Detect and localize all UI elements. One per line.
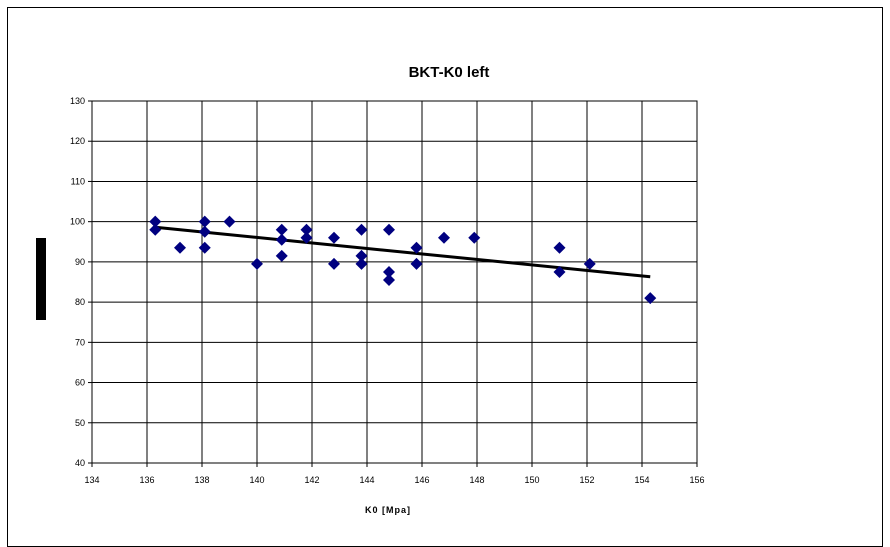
data-point-diamond: [355, 223, 368, 236]
data-point-diamond: [468, 231, 481, 244]
x-tick-label: 154: [634, 475, 649, 485]
x-tick-label: 150: [524, 475, 539, 485]
data-point-diamond: [553, 265, 566, 278]
data-point-diamond: [355, 257, 368, 270]
data-point-diamond: [328, 257, 340, 270]
data-point-diamond: [328, 231, 340, 244]
gridlines: [92, 101, 697, 463]
y-axis-title-block: [36, 238, 46, 320]
trendline-path: [155, 225, 651, 279]
data-point-diamond: [300, 231, 313, 244]
data-point-diamond: [198, 215, 211, 228]
trendline: [155, 225, 651, 279]
chart-area: 40 50 60 70 80 90 100 110 120 130 134 136 138 140 142…: [7, 7, 883, 547]
plot-area: [91, 100, 698, 464]
data-point-diamond: [355, 249, 368, 262]
y-tick-label: 50: [75, 418, 85, 428]
y-tick-label: 80: [75, 297, 85, 307]
data-point-diamond: [383, 273, 395, 286]
data-point-diamond: [410, 257, 423, 270]
y-tick-label: 60: [75, 378, 85, 388]
x-tick-label: 142: [304, 475, 319, 485]
data-point-diamond: [251, 257, 263, 270]
data-point-diamond: [198, 241, 211, 254]
data-point-diamond: [174, 241, 186, 254]
data-points: [149, 215, 657, 305]
x-tick-label: 148: [469, 475, 484, 485]
data-point-diamond: [223, 215, 236, 228]
y-tick-label: 90: [75, 257, 85, 267]
y-tick-label: 130: [70, 96, 85, 106]
x-axis-ticks: 134 136 138 140 142 144 146 148 150 152 154 156: [84, 463, 705, 485]
x-tick-label: 136: [139, 475, 154, 485]
data-point-diamond: [644, 292, 657, 305]
x-tick-label: 140: [249, 475, 264, 485]
y-tick-label: 110: [71, 176, 85, 186]
x-tick-label: 146: [414, 475, 429, 485]
data-point-diamond: [275, 223, 288, 236]
data-point-diamond: [410, 241, 423, 254]
x-tick-label: 134: [84, 475, 99, 485]
data-point-diamond: [383, 223, 395, 236]
data-point-diamond: [275, 233, 288, 246]
x-tick-label: 156: [689, 475, 704, 485]
x-tick-label: 138: [194, 475, 209, 485]
data-point-diamond: [275, 249, 288, 262]
chart-title: BKT-K0 left: [409, 64, 490, 81]
y-axis-ticks: 40 50 60 70 80 90 100 110 120 130: [70, 96, 92, 468]
x-axis-title: K0 [Mpa]: [365, 505, 411, 515]
data-point-diamond: [583, 257, 596, 270]
y-tick-label: 120: [70, 136, 85, 146]
data-point-diamond: [300, 223, 313, 236]
data-point-diamond: [149, 215, 162, 228]
data-point-diamond: [149, 223, 162, 236]
y-tick-label: 70: [75, 337, 85, 347]
data-point-diamond: [383, 265, 395, 278]
y-tick-label: 40: [75, 458, 85, 468]
data-point-diamond: [553, 241, 566, 254]
x-tick-label: 152: [579, 475, 594, 485]
x-tick-label: 144: [359, 475, 374, 485]
data-point-diamond: [198, 225, 211, 238]
data-point-diamond: [438, 231, 450, 244]
y-tick-label: 100: [70, 217, 85, 227]
scatter-chart: 40 50 60 70 80 90 100 110 120 130 134 136 138 140 142…: [36, 64, 705, 515]
